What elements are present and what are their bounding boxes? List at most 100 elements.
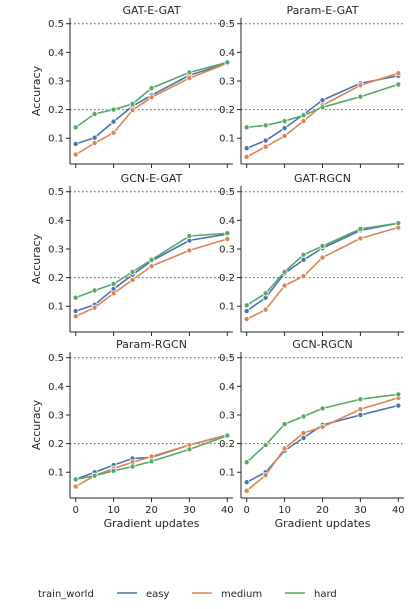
data-point-easy xyxy=(91,134,98,141)
data-point-medium xyxy=(224,235,231,242)
data-point-hard xyxy=(110,106,117,113)
y-tick-label: 0.4 xyxy=(48,48,64,59)
data-point-hard xyxy=(72,124,79,131)
data-point-medium xyxy=(129,276,136,283)
data-point-hard xyxy=(300,251,307,258)
y-tick-label: 0.1 xyxy=(219,468,235,479)
data-point-hard xyxy=(129,100,136,107)
panel-title-gcn-rgcn: GCN-RGCN xyxy=(292,338,352,351)
data-point-hard xyxy=(110,467,117,474)
data-point-hard xyxy=(186,446,193,453)
data-point-hard xyxy=(395,391,402,398)
data-point-easy xyxy=(243,145,250,152)
y-tick-label: 0.4 xyxy=(48,382,64,393)
series-hard xyxy=(72,432,231,483)
x-tick-label: 0 xyxy=(72,505,78,516)
data-point-hard xyxy=(186,233,193,240)
data-point-hard xyxy=(129,268,136,275)
data-point-hard xyxy=(319,104,326,111)
data-point-medium xyxy=(243,487,250,494)
y-tick-label: 0.4 xyxy=(48,216,64,227)
y-tick-label: 0.4 xyxy=(219,216,235,227)
panel-gat-e-gat: GAT-E-GAT 0.1 0.2 0.3 0.4 0.5 Accuracy xyxy=(30,4,233,168)
data-point-easy xyxy=(72,140,79,147)
data-point-medium xyxy=(186,75,193,82)
y-axis-label: Accuracy xyxy=(30,399,43,450)
data-point-easy xyxy=(395,402,402,409)
y-tick-label: 0.3 xyxy=(219,76,235,87)
data-point-medium xyxy=(300,273,307,280)
series-hard xyxy=(243,220,402,309)
data-point-hard xyxy=(262,442,269,449)
data-point-hard xyxy=(319,405,326,412)
legend-label-medium: medium xyxy=(221,589,262,600)
data-point-medium xyxy=(319,424,326,431)
data-point-medium xyxy=(243,316,250,323)
series-hard xyxy=(243,391,402,466)
series-medium xyxy=(72,60,231,158)
data-point-medium xyxy=(110,129,117,136)
data-point-medium xyxy=(148,263,155,270)
y-tick-label: 0.5 xyxy=(48,353,64,364)
y-tick-label: 0.3 xyxy=(48,244,64,255)
data-point-hard xyxy=(186,69,193,76)
data-point-hard xyxy=(281,118,288,125)
y-tick-label: 0.1 xyxy=(219,302,235,313)
series-medium xyxy=(72,235,231,320)
data-point-hard xyxy=(224,59,231,66)
data-point-hard xyxy=(281,421,288,428)
data-point-easy xyxy=(300,256,307,263)
data-point-easy xyxy=(262,137,269,144)
panel-gcn-rgcn: GCN-RGCN 0.1 0.2 0.3 0.4 0.5 0 10 20 30 40 Gradient… xyxy=(219,338,405,530)
series-medium xyxy=(243,224,402,323)
panel-title-gcn-e-gat: GCN-E-GAT xyxy=(121,172,183,185)
series-hard xyxy=(243,81,402,131)
y-tick-label: 0.4 xyxy=(219,48,235,59)
x-tick-label: 20 xyxy=(145,505,158,516)
data-point-hard xyxy=(72,476,79,483)
y-tick-label: 0.2 xyxy=(219,273,235,284)
y-tick-label: 0.5 xyxy=(219,187,235,198)
data-point-medium xyxy=(91,140,98,147)
y-tick-label: 0.3 xyxy=(219,410,235,421)
data-point-hard xyxy=(110,280,117,287)
data-point-hard xyxy=(357,225,364,232)
y-tick-label: 0.5 xyxy=(48,187,64,198)
panel-param-rgcn: Param-RGCN 0.1 0.2 0.3 0.4 0.5 0 10 20 30 40 Accura… xyxy=(30,338,234,530)
data-point-easy xyxy=(281,125,288,132)
data-point-medium xyxy=(281,132,288,139)
data-point-easy xyxy=(243,308,250,315)
x-tick-label: 40 xyxy=(221,505,234,516)
data-point-medium xyxy=(281,445,288,452)
x-tick-label: 0 xyxy=(243,505,249,516)
y-tick-label: 0.2 xyxy=(48,273,64,284)
y-tick-label: 0.5 xyxy=(219,19,235,30)
data-point-easy xyxy=(72,308,79,315)
panel-gcn-e-gat: GCN-E-GAT 0.1 0.2 0.3 0.4 0.5 Accuracy xyxy=(30,172,233,336)
legend-entry-easy: easy xyxy=(117,589,169,600)
legend-entry-medium: medium xyxy=(192,589,262,600)
data-point-hard xyxy=(300,112,307,119)
data-point-hard xyxy=(148,256,155,263)
x-tick-label: 30 xyxy=(183,505,196,516)
data-point-hard xyxy=(91,472,98,479)
data-point-hard xyxy=(395,81,402,88)
y-tick-label: 0.1 xyxy=(48,134,64,145)
panel-gat-rgcn: GAT-RGCN 0.1 0.2 0.3 0.4 0.5 xyxy=(219,172,404,336)
y-tick-label: 0.3 xyxy=(219,244,235,255)
panel-title-gat-rgcn: GAT-RGCN xyxy=(294,172,351,185)
y-tick-label: 0.3 xyxy=(48,76,64,87)
data-point-hard xyxy=(262,290,269,297)
data-point-hard xyxy=(357,396,364,403)
data-point-hard xyxy=(243,302,250,309)
data-point-easy xyxy=(300,434,307,441)
y-tick-label: 0.2 xyxy=(219,439,235,450)
series-medium xyxy=(243,394,402,494)
data-point-hard xyxy=(91,110,98,117)
data-point-medium xyxy=(300,430,307,437)
x-tick-label: 30 xyxy=(354,505,367,516)
data-point-medium xyxy=(262,472,269,479)
data-point-medium xyxy=(281,282,288,289)
data-point-hard xyxy=(281,268,288,275)
